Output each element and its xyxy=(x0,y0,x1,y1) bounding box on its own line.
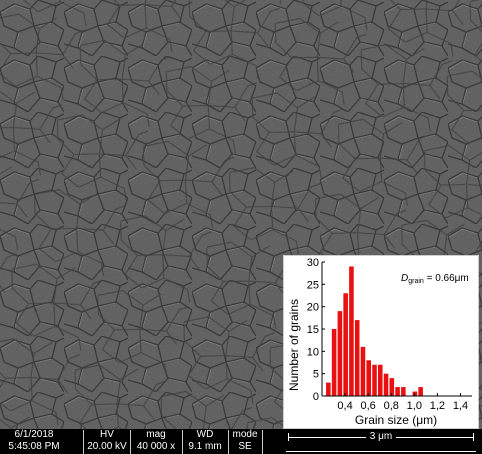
x-tick-label: 1,4 xyxy=(453,400,468,412)
x-tick-label: 0,8 xyxy=(384,400,399,412)
histogram-bar xyxy=(349,266,354,396)
mag-cell: mag 40 000 x xyxy=(131,429,181,454)
y-tick-label: 10 xyxy=(307,346,319,358)
y-tick-label: 25 xyxy=(307,279,319,291)
grain-size-histogram: 0 5 10 15 20 25 30 0,4 0,6 0,8 1,0 1,2 1,4 Number of… xyxy=(283,255,479,429)
date-text: 6/1/2018 xyxy=(14,429,54,440)
histogram-svg: 0 5 10 15 20 25 30 0,4 0,6 0,8 1,0 1,2 1,4 Number of… xyxy=(287,257,472,427)
sem-micrograph xyxy=(0,0,482,429)
histogram-bar xyxy=(412,391,418,396)
scale-bar-label: 3 μm xyxy=(365,431,397,442)
wd-cell: WD 9.1 mm xyxy=(183,429,227,454)
histogram-bar xyxy=(326,382,331,396)
histogram-bar xyxy=(418,387,423,396)
scale-bar-label-wrap: 3 μm xyxy=(286,431,476,443)
histogram-axes: 0 5 10 15 20 25 30 0,4 0,6 0,8 1,0 1,2 1,4 xyxy=(307,257,472,412)
scale-bar-tick-left xyxy=(288,433,289,441)
y-tick-label: 15 xyxy=(307,324,319,336)
wd-value: 9.1 mm xyxy=(188,441,222,452)
mode-value: SE xyxy=(238,441,252,452)
mode-label: mode xyxy=(232,429,258,440)
divider xyxy=(262,430,263,454)
x-tick-label: 0,6 xyxy=(361,400,376,412)
histogram-bar xyxy=(360,346,366,396)
histogram-bar xyxy=(401,387,406,396)
y-axis-label: Number of grains xyxy=(287,299,301,391)
y-tick-label: 20 xyxy=(307,302,319,314)
histogram-bar xyxy=(372,364,377,396)
annotation-value: = 0.66μm xyxy=(424,273,469,284)
mag-label: mag xyxy=(146,429,166,440)
x-axis-label: Grain size (μm) xyxy=(355,413,437,427)
annotation-subscript: grain xyxy=(408,278,424,285)
histogram-bar xyxy=(366,360,372,396)
histogram-bars xyxy=(326,266,423,396)
x-tick-label: 0,4 xyxy=(337,400,352,412)
histogram-bar xyxy=(343,293,348,396)
divider xyxy=(130,430,131,454)
divider xyxy=(228,430,229,454)
histogram-bar xyxy=(377,364,383,396)
histogram-bar xyxy=(354,320,360,396)
databar-bottom-rule xyxy=(286,451,476,452)
y-tick-label: 30 xyxy=(307,257,319,269)
histogram-bar xyxy=(383,373,389,396)
y-tick-label: 5 xyxy=(313,369,319,381)
histogram-bar xyxy=(395,387,400,396)
time-text: 5:45:08 PM xyxy=(8,441,60,452)
histogram-bar xyxy=(389,378,395,396)
x-tick-label: 1,0 xyxy=(407,400,422,412)
sem-data-bar: 6/1/2018 5:45:08 PM HV 20.00 kV mag 40 0… xyxy=(0,429,482,454)
histogram-bar xyxy=(337,311,343,396)
histogram-bar xyxy=(331,329,337,396)
divider xyxy=(182,430,183,454)
annotation-symbol: D xyxy=(401,273,408,284)
divider xyxy=(83,430,84,454)
wd-label: WD xyxy=(196,429,214,440)
datetime-cell: 6/1/2018 5:45:08 PM xyxy=(4,429,64,454)
scale-bar: 3 μm xyxy=(286,430,476,454)
hv-value: 20.00 kV xyxy=(87,441,127,452)
hv-cell: HV 20.00 kV xyxy=(84,429,130,454)
y-tick-label: 0 xyxy=(313,391,319,403)
hv-label: HV xyxy=(100,429,114,440)
mean-grain-size-annotation: Dgrain = 0.66μm xyxy=(401,273,469,285)
mode-cell: mode SE xyxy=(229,429,261,454)
mag-value: 40 000 x xyxy=(136,441,176,452)
scale-bar-tick-right xyxy=(473,433,474,441)
x-tick-label: 1,2 xyxy=(430,400,445,412)
